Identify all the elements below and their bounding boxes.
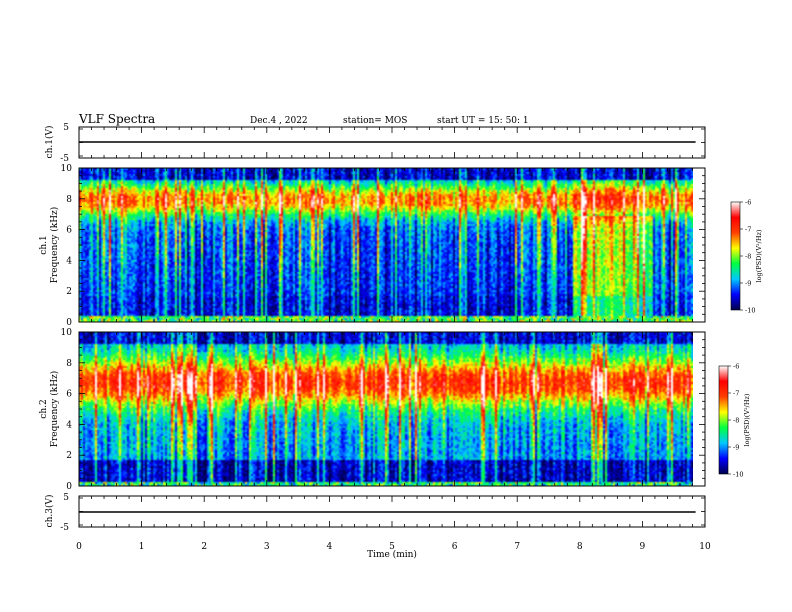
time-tick-label: 8 (577, 542, 583, 552)
ch1-freq-tick-label: 6 (66, 226, 72, 236)
ch1-freq-tick-label: 2 (66, 287, 72, 297)
ch1-waveform-ticks (78, 127, 706, 158)
time-tick-label: 2 (201, 542, 207, 552)
ch2-freq-tick-label: 4 (66, 420, 72, 430)
ch2-freq-tick-label: 8 (66, 359, 72, 369)
ch1-freq-tick-label: 0 (66, 318, 72, 328)
ch1-waveform-ylabel: ch.1(V) (44, 126, 55, 159)
ch2-colorbar-label: log(PSD)(V²/Hz) (743, 393, 751, 446)
ch3-waveform-ylabel: ch.3(V) (44, 495, 55, 528)
ch1-colorbar-gradient (730, 201, 741, 311)
ch3-waveform-panel: 5 -5 ch.3(V) (44, 493, 706, 533)
ch1-colorbar-tick-label: -7 (745, 226, 751, 234)
ch2-freq-tick-label: 6 (66, 390, 72, 400)
ch2-freq-tick-label: 10 (61, 328, 73, 338)
start-time-label: start UT = 15: 50: 1 (437, 116, 529, 126)
ch1-colorbar-ticks: -6 -7 -8 -9 -10 (740, 199, 755, 315)
ch2-freq-tick-label: 2 (66, 451, 72, 461)
time-tick-label: 9 (640, 542, 646, 552)
ch2-spectrogram-panel: 0 2 4 6 8 10 ch.2 Frequency (kHz) (39, 328, 706, 492)
ch1-ytick-neg5: -5 (60, 154, 69, 164)
ch2-frequency-tick-labels: 0 2 4 6 8 10 (61, 328, 73, 492)
figure-title: VLF Spectra (78, 112, 155, 126)
ch1-spectrogram-panel: 0 2 4 6 8 10 ch.1 Frequency (kHz) (39, 164, 706, 328)
ch2-spectrogram-ylabel-channel: ch.2 (39, 399, 49, 418)
ch1-spectrogram-ylabel-channel: ch.1 (39, 235, 49, 254)
ch3-ytick-neg5: -5 (60, 523, 69, 533)
time-tick-label: 6 (452, 542, 458, 552)
time-axis-tick-labels: 0 1 2 3 4 5 6 7 8 9 10 (76, 542, 711, 552)
ch2-colorbar-tick-label: -7 (733, 390, 739, 398)
ch3-waveform-ticks (78, 496, 706, 527)
station-label: station= MOS (343, 116, 407, 126)
ch2-colorbar: -6 -7 -8 -9 -10 log(PSD)(V²/Hz) (718, 363, 751, 479)
ch1-freq-tick-label: 8 (66, 195, 72, 205)
ch2-colorbar-tick-label: -6 (733, 363, 739, 371)
time-tick-label: 4 (327, 542, 333, 552)
date-label: Dec.4 , 2022 (250, 116, 308, 126)
ch2-colorbar-ticks: -6 -7 -8 -9 -10 (728, 363, 743, 479)
ch1-colorbar-tick-label: -10 (745, 307, 755, 315)
ch1-ytick-5: 5 (63, 123, 69, 133)
ch2-spectrogram-ticks (78, 331, 706, 487)
ch2-colorbar-tick-label: -10 (733, 471, 743, 479)
time-axis-label: Time (min) (367, 549, 417, 560)
ch1-colorbar-tick-label: -8 (745, 253, 751, 261)
ch1-colorbar-label: log(PSD)(V²/Hz) (755, 229, 763, 282)
ch1-freq-tick-label: 4 (66, 256, 72, 266)
ch1-freq-tick-label: 10 (61, 164, 73, 174)
ch2-colorbar-gradient (718, 365, 729, 475)
time-tick-label: 7 (514, 542, 520, 552)
ch1-frequency-tick-labels: 0 2 4 6 8 10 (61, 164, 73, 328)
ch2-freq-tick-label: 0 (66, 482, 72, 492)
ch2-colorbar-tick-label: -8 (733, 417, 739, 425)
time-tick-label: 5 (389, 542, 395, 552)
ch1-spectrogram-ylabel-frequency: Frequency (kHz) (49, 207, 60, 284)
time-tick-label: 1 (139, 542, 145, 552)
ch1-colorbar: -6 -7 -8 -9 -10 log(PSD)(V²/Hz) (730, 199, 763, 315)
ch3-ytick-5: 5 (63, 493, 69, 503)
ch2-spectrogram-image (79, 332, 693, 486)
ch1-colorbar-tick-label: -6 (745, 199, 751, 207)
time-tick-label: 10 (699, 542, 711, 552)
time-tick-label: 0 (76, 542, 82, 552)
ch1-spectrogram-ticks (78, 167, 706, 323)
ch1-colorbar-tick-label: -9 (745, 280, 751, 288)
ch1-spectrogram-image (79, 168, 693, 322)
ch2-spectrogram-ylabel-frequency: Frequency (kHz) (49, 371, 60, 448)
ch2-colorbar-tick-label: -9 (733, 444, 739, 452)
time-tick-label: 3 (264, 542, 270, 552)
ch1-waveform-panel: 5 -5 ch.1(V) (44, 123, 706, 164)
